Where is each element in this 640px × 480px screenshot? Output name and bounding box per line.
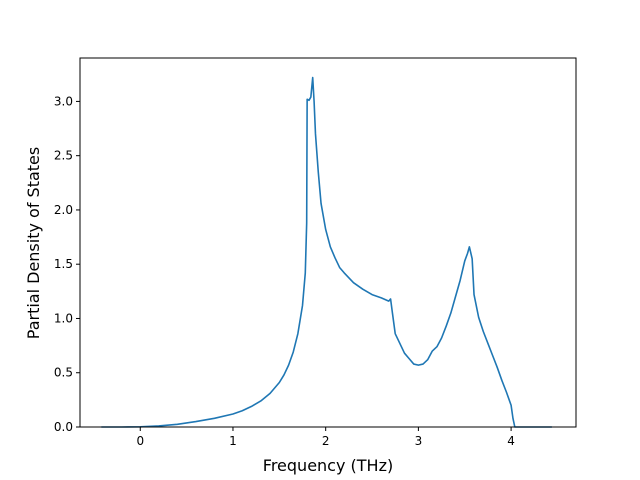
x-tick-label: 2 — [322, 434, 330, 448]
plot-frame — [79, 57, 577, 428]
x-tick-label: 0 — [136, 434, 144, 448]
y-tick-label: 0.5 — [54, 366, 73, 380]
y-axis-label: Partial Density of States — [24, 147, 43, 339]
series-line-0 — [101, 76, 552, 428]
x-tick-label: 3 — [415, 434, 423, 448]
plot-area — [79, 57, 577, 428]
y-tick-label: 1.5 — [54, 257, 73, 271]
x-tick-label: 4 — [507, 434, 515, 448]
y-tick-label: 1.0 — [54, 311, 73, 325]
y-axis-ticks: 0.0 0.5 1.0 1.5 2.0 2.5 3.0 — [54, 94, 80, 434]
y-tick-label: 3.0 — [54, 94, 73, 108]
y-tick-label: 2.5 — [54, 149, 73, 163]
x-tick-label: 1 — [229, 434, 237, 448]
y-tick-label: 0.0 — [54, 420, 73, 434]
y-tick-label: 2.0 — [54, 203, 73, 217]
x-axis-label: Frequency (THz) — [263, 456, 393, 475]
x-axis-ticks: 0 1 2 3 4 — [136, 427, 515, 448]
